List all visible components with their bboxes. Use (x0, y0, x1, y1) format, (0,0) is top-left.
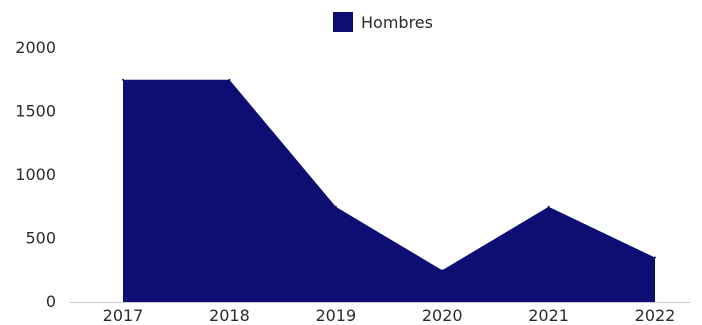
y-tick-label: 1000 (15, 165, 56, 184)
data-point (228, 78, 231, 81)
series-layer (122, 78, 656, 302)
y-tick-label: 0 (46, 292, 56, 311)
data-point (334, 205, 337, 208)
x-axis-tick-labels: 2017 2018 2019 2020 2021 2022 (103, 306, 676, 325)
y-axis-tick-labels: 0 500 1000 1500 2000 (15, 38, 56, 311)
y-tick-label: 1500 (15, 102, 56, 121)
data-point (547, 205, 550, 208)
x-tick-label: 2017 (103, 306, 144, 325)
legend: Hombres (333, 12, 433, 32)
x-tick-label: 2020 (422, 306, 463, 325)
legend-label-hombres: Hombres (361, 13, 433, 32)
data-point (122, 78, 124, 81)
y-tick-label: 2000 (15, 38, 56, 57)
x-tick-label: 2018 (209, 306, 250, 325)
y-tick-label: 500 (25, 229, 56, 248)
area-series-hombres (123, 79, 655, 302)
data-point (654, 256, 656, 259)
x-tick-label: 2022 (635, 306, 676, 325)
legend-swatch-hombres (333, 12, 353, 32)
x-tick-label: 2019 (315, 306, 356, 325)
x-tick-label: 2021 (528, 306, 569, 325)
data-point (441, 269, 444, 272)
